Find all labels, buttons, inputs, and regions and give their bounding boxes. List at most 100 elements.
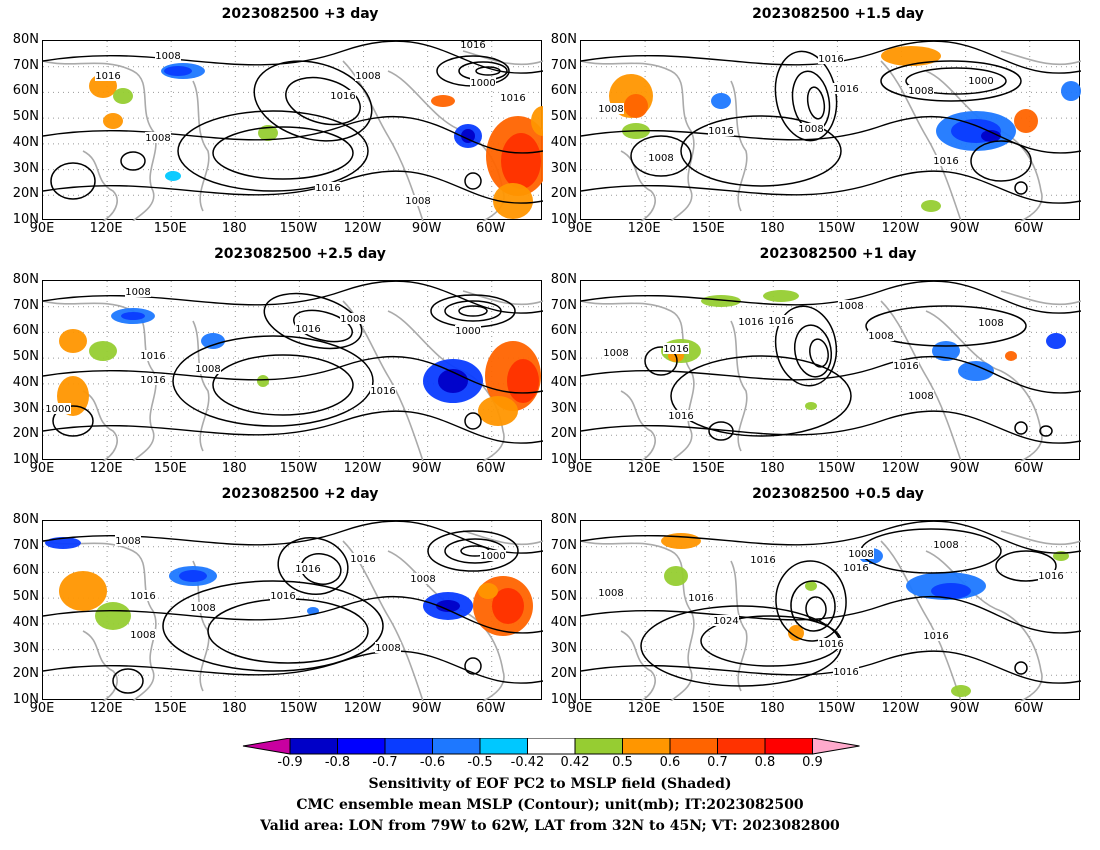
mslp-isobar [905,67,1007,95]
isobar-label: 1008 [195,364,220,375]
coastline [342,60,424,221]
isobar-label: 1000 [470,78,495,89]
lon-tick-label: 150W [817,701,856,716]
mslp-isobar [427,530,519,572]
lat-tick-label: 60N [12,563,39,579]
mslp-isobar [865,305,1027,347]
sensitivity-shading [113,88,133,104]
mslp-isobar [464,172,482,190]
coastline [462,50,543,66]
lon-tick-label: 150E [153,701,187,716]
lat-tick-label: 40N [550,614,577,630]
map-panel-5: 1008 1016 1016 1008 1016 1008 1000 1016 1008 1008 [42,520,543,701]
isobar-label: 1016 [315,183,340,194]
coastline [1000,530,1081,546]
mslp-isobar [293,309,353,343]
isobar-label: 1016 [668,411,693,422]
colorbar-tick-label: -0.6 [419,755,446,770]
lon-tick-label: 60W [1014,701,1044,716]
coastline [342,300,424,461]
isobar-label: 1016 [270,591,295,602]
isobar-label: 1000 [455,326,480,337]
isobar-label: 1016 [843,563,868,574]
coastline [620,390,656,461]
isobar-label: 1016 [350,554,375,565]
lon-tick-label: 180 [221,461,247,476]
isobar-label: 1016 [140,375,165,386]
mslp-isobar [112,668,144,694]
sensitivity-shading [436,600,460,612]
sensitivity-shading [501,133,541,189]
lon-tick-label: 120W [881,461,920,476]
colorbar [242,738,860,755]
coastline [192,320,210,452]
coastline [1000,50,1081,66]
mslp-isobar [212,126,354,180]
isobar-label: 1024 [713,616,738,627]
lon-tick-label: 60W [476,701,506,716]
mslp-isobar [172,335,374,427]
mslp-isobar [43,281,543,314]
mslp-isobar [43,595,543,634]
lon-tick-label: 90W [411,701,442,716]
map-panel-3: 1008 1008 1016 1016 1008 1000 1016 1016 1000 [42,280,543,461]
coastline [43,300,157,461]
lat-tick-label: 20N [12,186,39,202]
lat-tick-label: 80N [12,32,39,47]
lon-tick-label: 150W [279,221,318,236]
isobar-label: 1016 [818,639,843,650]
isobar-label: 1008 [190,603,215,614]
colorbar-tick-label: -0.9 [277,755,303,770]
colorbar-segment [479,738,528,755]
lon-tick-label: 120E [627,701,661,716]
lat-tick-label: 70N [550,537,577,553]
map-canvas: 1016 1016 1000 1008 1008 1008 1016 1008 1016 [581,41,1081,221]
mslp-isobar [806,86,826,120]
mslp-isobar [680,115,842,187]
lat-tick-label: 50N [550,349,577,365]
colorbar-high-extend [812,738,860,755]
isobar-label: 1008 [908,86,933,97]
mslp-isobar [43,410,543,444]
coastline [880,300,962,461]
isobar-label: 1008 [355,71,380,82]
colorbar-tick-label: -0.7 [372,755,398,770]
isobar-label: 1016 [923,631,948,642]
lon-tick-label: 60W [476,221,506,236]
mslp-isobar [43,170,543,204]
mslp-isobar [581,595,1081,634]
mslp-isobar [581,170,1081,204]
lat-tick-label: 20N [550,426,577,442]
sensitivity-shading [958,361,994,381]
lon-tick-label: 120E [89,461,123,476]
coastline [192,80,210,212]
coastline [730,80,748,212]
sensitivity-shading [763,290,799,302]
sensitivity-shading [431,95,455,107]
isobar-label: 1016 [738,317,763,328]
sensitivity-shading [257,375,269,387]
map-canvas: 1008 1016 1016 1016 1008 1016 1008 1008 1016 1008 [581,281,1081,461]
colorbar-tick-label: -0.5 [467,755,493,770]
lat-tick-label: 30N [550,640,577,656]
lat-tick-label: 50N [550,589,577,605]
isobar-label: 1016 [688,593,713,604]
colorbar-tick-label: 0.6 [659,755,681,770]
coastline [581,60,695,221]
colorbar-tick-label: -0.42 [510,755,545,770]
isobar-label: 1016 [140,351,165,362]
isobar-label: 1008 [405,196,430,207]
panel-title-2: 2023082500 +1.5 day [752,6,924,22]
map-panel-4: 1008 1016 1016 1016 1008 1016 1008 1008 1016 1008 [580,280,1081,461]
mslp-isobar [162,580,384,672]
colorbar-low-extend [242,738,291,755]
coastline [1000,290,1081,306]
map-canvas: 1008 1008 1016 1016 1008 1000 1016 1016 1000 [43,281,543,461]
sensitivity-shading [201,333,225,349]
mslp-isobar [581,281,1081,314]
sensitivity-shading [59,329,87,353]
colorbar-segment [432,738,481,755]
colorbar-tick-label: 0.9 [802,755,823,770]
sensitivity-shading [179,570,207,582]
lat-tick-label: 60N [12,83,39,99]
